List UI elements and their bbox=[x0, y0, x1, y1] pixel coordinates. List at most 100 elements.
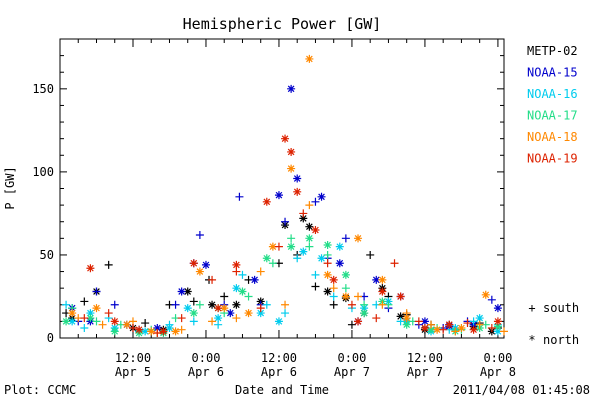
north-data-point bbox=[323, 287, 332, 296]
x-tick-date-label: Apr 7 bbox=[407, 365, 443, 379]
legend-entry: METP-02 bbox=[527, 44, 578, 58]
y-axis-label: P [GW] bbox=[3, 166, 17, 209]
data-points bbox=[62, 54, 508, 338]
north-data-point bbox=[378, 287, 387, 296]
north-data-point bbox=[335, 259, 344, 268]
south-data-point bbox=[360, 300, 369, 309]
north-data-point bbox=[232, 260, 241, 269]
north-data-point bbox=[402, 320, 411, 329]
south-data-point bbox=[281, 300, 290, 309]
north-data-point bbox=[244, 309, 253, 318]
north-data-point bbox=[250, 275, 259, 284]
series-noaa-16 bbox=[62, 242, 502, 336]
south-data-point bbox=[141, 319, 150, 328]
south-data-point bbox=[244, 292, 253, 301]
north-data-point bbox=[323, 270, 332, 279]
legend-entry: NOAA-19 bbox=[527, 152, 578, 166]
south-data-point bbox=[232, 314, 241, 323]
north-data-point bbox=[335, 242, 344, 251]
north-data-point bbox=[493, 327, 502, 336]
north-data-point bbox=[323, 240, 332, 249]
north-data-point bbox=[341, 292, 350, 301]
south-data-point bbox=[347, 320, 356, 329]
north-data-point bbox=[68, 317, 77, 326]
north-data-point bbox=[189, 259, 198, 268]
north-data-point bbox=[86, 264, 95, 273]
x-tick-date-label: Apr 5 bbox=[115, 365, 151, 379]
south-data-point bbox=[354, 292, 363, 301]
north-data-point bbox=[360, 309, 369, 318]
north-data-point bbox=[232, 300, 241, 309]
north-data-point bbox=[287, 242, 296, 251]
south-data-point bbox=[256, 304, 265, 313]
south-data-point bbox=[208, 275, 217, 284]
north-data-point bbox=[396, 312, 405, 321]
north-data-point bbox=[226, 309, 235, 318]
north-data-point bbox=[262, 197, 271, 206]
south-data-point bbox=[427, 320, 436, 329]
south-data-point bbox=[128, 324, 137, 333]
south-marker-label: south bbox=[543, 301, 579, 315]
north-data-point bbox=[62, 317, 71, 326]
north-data-point bbox=[201, 260, 210, 269]
south-data-point bbox=[153, 329, 162, 338]
north-data-point bbox=[141, 327, 150, 336]
north-data-point bbox=[445, 320, 454, 329]
north-data-point bbox=[287, 84, 296, 93]
south-data-point bbox=[62, 300, 71, 309]
footer-credit: Plot: CCMC bbox=[4, 383, 76, 397]
south-data-point bbox=[238, 270, 247, 279]
north-data-point bbox=[354, 234, 363, 243]
north-data-point bbox=[420, 324, 429, 333]
north-marker-label: north bbox=[543, 333, 579, 347]
south-data-point bbox=[80, 297, 89, 306]
north-data-point bbox=[299, 247, 308, 256]
south-data-point bbox=[104, 309, 113, 318]
series-metp-02 bbox=[62, 214, 502, 336]
north-data-point bbox=[378, 275, 387, 284]
south-data-point bbox=[341, 234, 350, 243]
north-data-point bbox=[274, 191, 283, 200]
south-data-point bbox=[487, 324, 496, 333]
south-data-point bbox=[439, 325, 448, 334]
south-data-point bbox=[311, 282, 320, 291]
y-tick-label: 150 bbox=[32, 82, 54, 96]
south-data-point bbox=[366, 250, 375, 259]
x-axis-label: Date and Time bbox=[235, 383, 329, 397]
north-data-point bbox=[329, 275, 338, 284]
south-data-point bbox=[341, 284, 350, 293]
north-data-point bbox=[469, 325, 478, 334]
series-noaa-15 bbox=[68, 84, 502, 334]
x-tick-date-label: Apr 7 bbox=[334, 365, 370, 379]
x-tick-date-label: Apr 6 bbox=[261, 365, 297, 379]
south-data-point bbox=[98, 320, 107, 329]
north-data-point bbox=[481, 290, 490, 299]
x-tick-time-label: 12:00 bbox=[115, 351, 151, 365]
north-data-point bbox=[262, 254, 271, 263]
south-data-point bbox=[281, 217, 290, 226]
north-data-point bbox=[208, 300, 217, 309]
series-noaa-18 bbox=[68, 54, 508, 338]
north-data-point bbox=[475, 314, 484, 323]
north-data-point bbox=[287, 164, 296, 173]
north-data-point bbox=[214, 304, 223, 313]
north-data-point bbox=[293, 174, 302, 183]
north-data-point bbox=[232, 284, 241, 293]
south-data-point bbox=[268, 259, 277, 268]
south-data-point bbox=[189, 317, 198, 326]
north-data-point bbox=[293, 187, 302, 196]
north-data-point bbox=[165, 324, 174, 333]
x-tick-time-label: 12:00 bbox=[261, 351, 297, 365]
north-data-point bbox=[86, 309, 95, 318]
south-data-point bbox=[256, 267, 265, 276]
legend-entry: NOAA-15 bbox=[527, 66, 578, 80]
north-data-point bbox=[147, 327, 156, 336]
south-data-point bbox=[463, 319, 472, 328]
north-data-point bbox=[493, 304, 502, 313]
x-tick-time-label: 0:00 bbox=[337, 351, 366, 365]
south-data-point bbox=[171, 300, 180, 309]
north-data-point bbox=[268, 242, 277, 251]
chart-title: Hemispheric Power [GW] bbox=[183, 15, 382, 33]
